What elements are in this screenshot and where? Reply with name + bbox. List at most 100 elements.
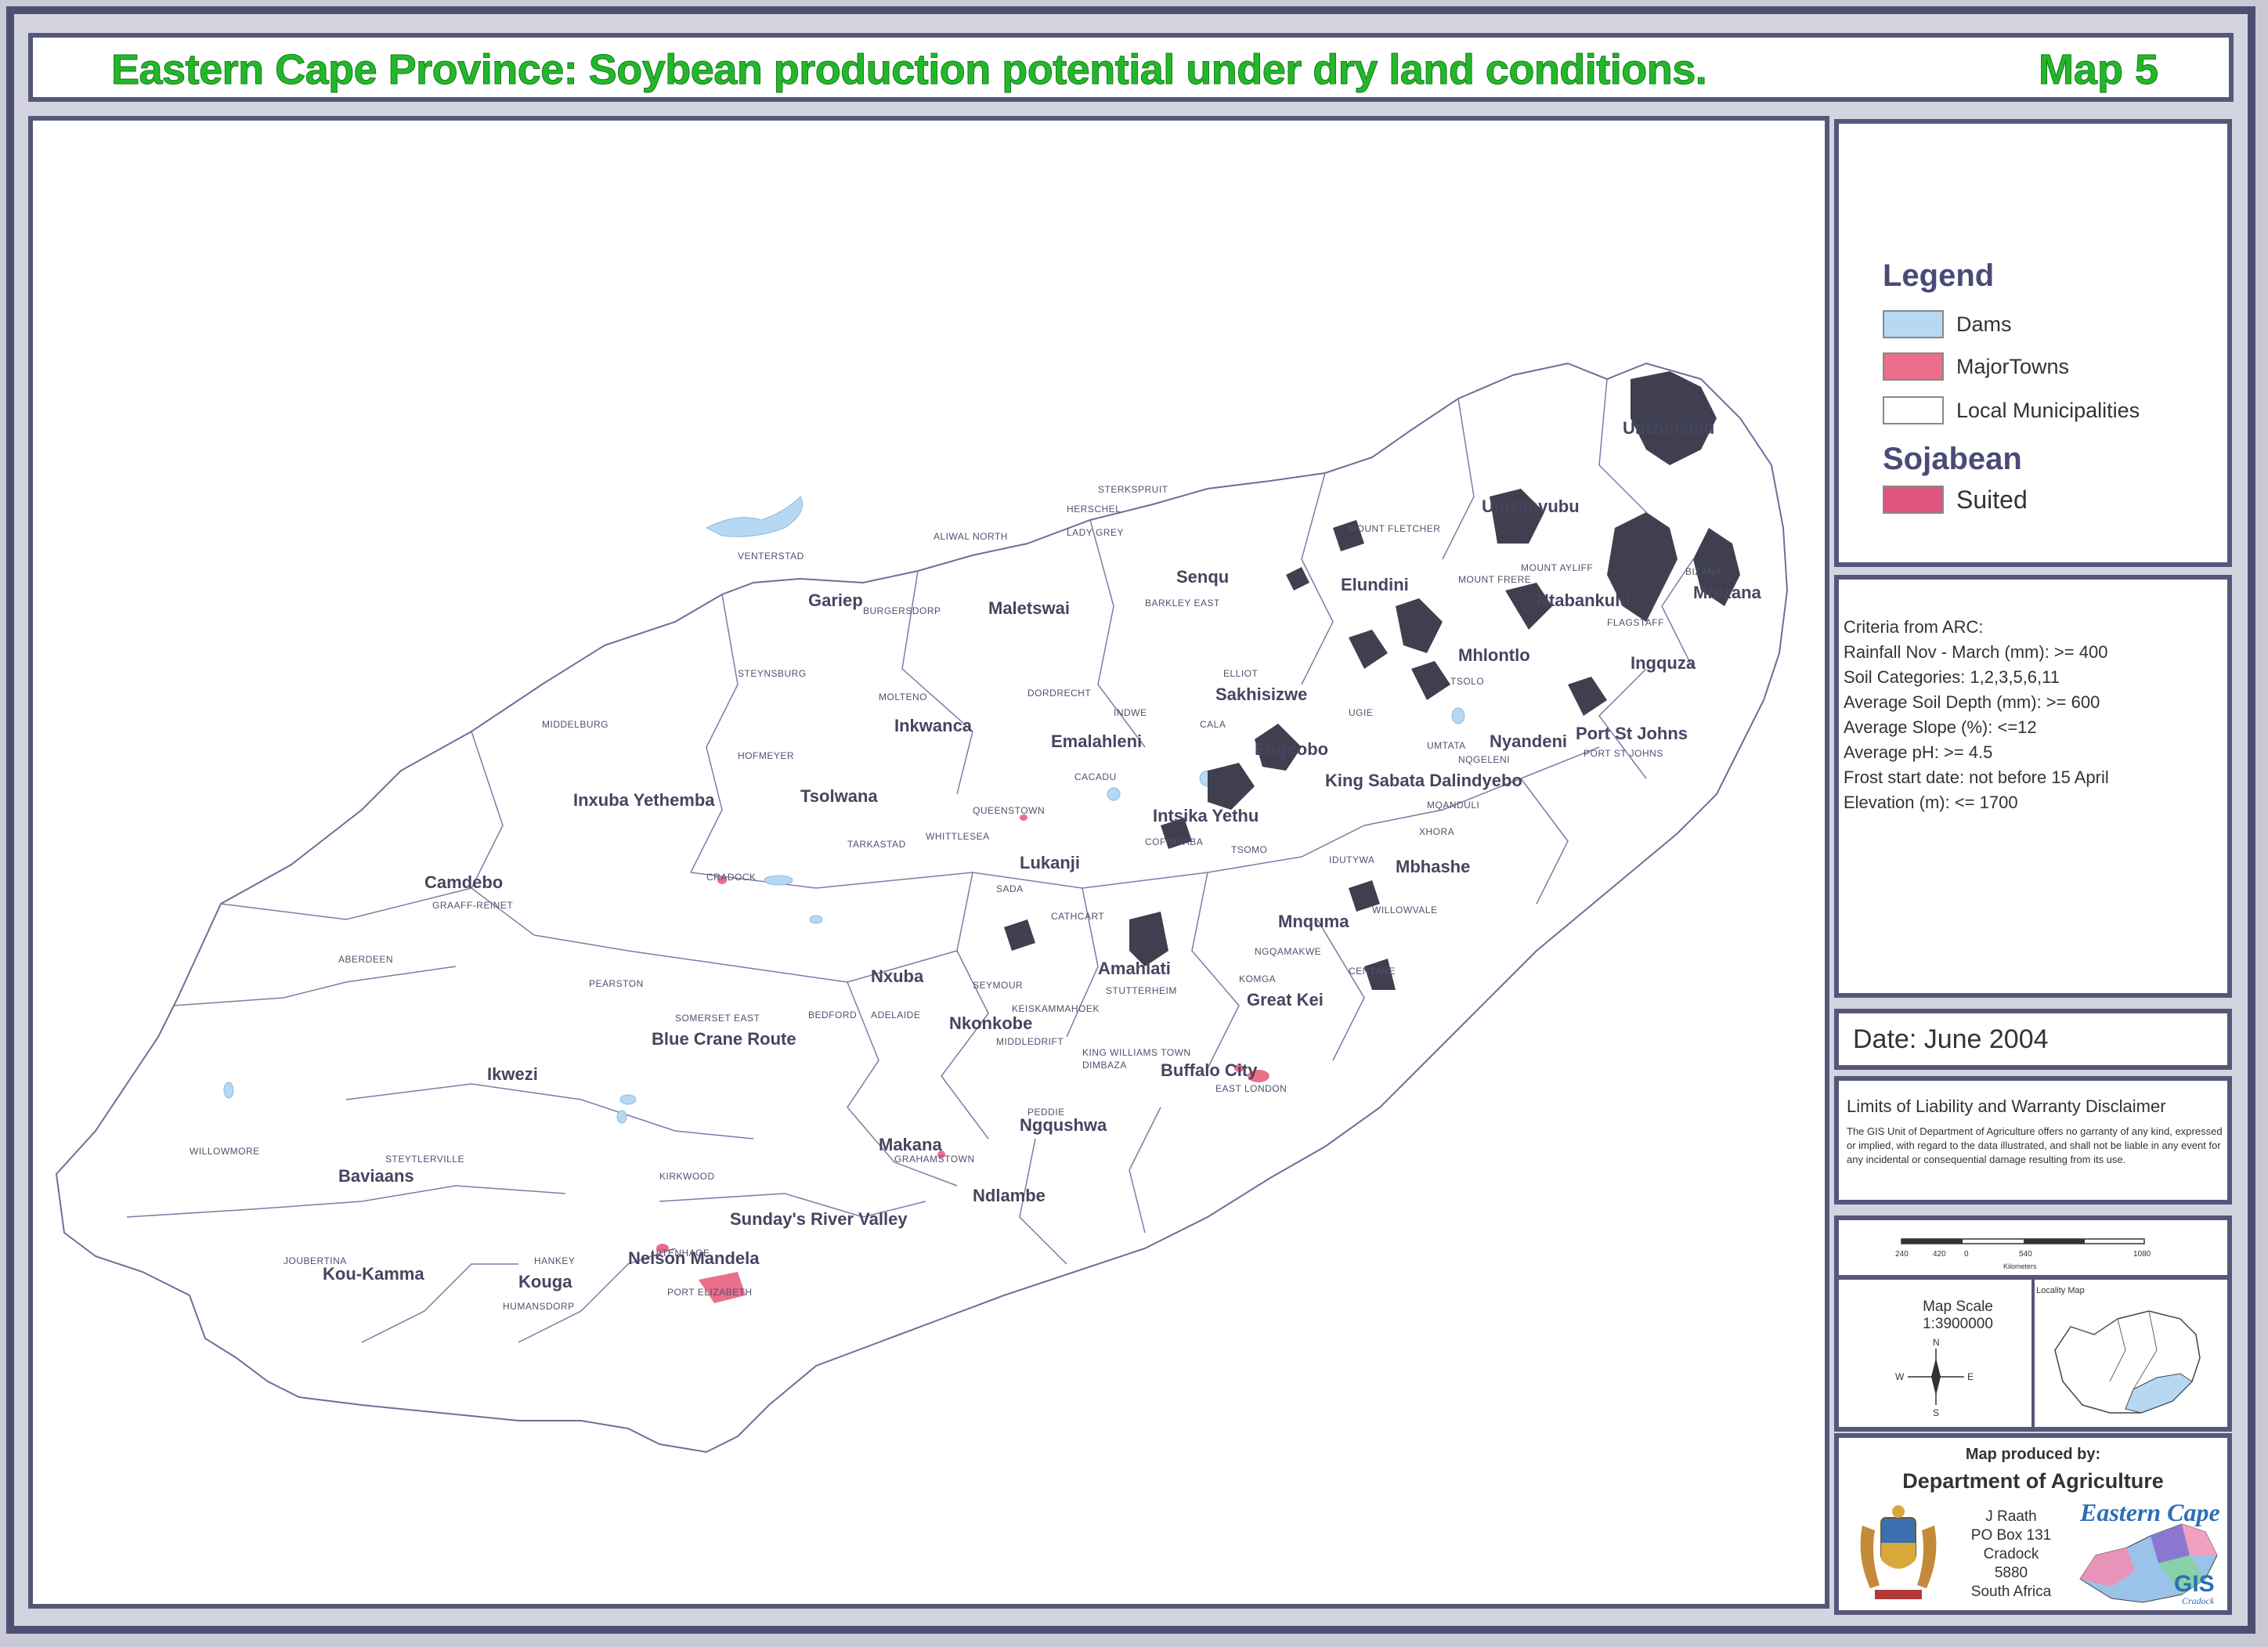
eastern-cape-gis-logo: Eastern Cape GIS Cradock bbox=[2079, 1498, 2220, 1606]
town-label: CATHCART bbox=[1051, 911, 1104, 922]
town-label: TSOLO bbox=[1450, 676, 1484, 687]
town-labels: VENTERSTAD ALIWAL NORTH STERKSPRUIT HERS… bbox=[190, 484, 1721, 1312]
title-bar: Eastern Cape Province: Soybean productio… bbox=[28, 33, 2234, 102]
muni-label: Blue Crane Route bbox=[652, 1029, 796, 1049]
legend-row-towns: MajorTowns bbox=[1883, 351, 2069, 382]
town-label: CALA bbox=[1200, 719, 1226, 730]
town-label: TSOMO bbox=[1231, 844, 1268, 855]
muni-label: Ngqushwa bbox=[1020, 1115, 1107, 1135]
town-label: WILLOWMORE bbox=[190, 1146, 260, 1157]
criteria-line: Soil Categories: 1,2,3,5,6,11 bbox=[1844, 667, 2060, 687]
scale-label: Map Scale 1:3900000 bbox=[1864, 1298, 2052, 1333]
muni-label: Umzimkulu bbox=[1623, 418, 1714, 438]
locality-label: Locality Map bbox=[2036, 1286, 2085, 1295]
muni-label: Baviaans bbox=[338, 1166, 414, 1186]
town-label: MIDDLEDRIFT bbox=[996, 1036, 1064, 1047]
town-label: MOLTENO bbox=[879, 692, 927, 703]
scale-units: Kilometers bbox=[2003, 1262, 2037, 1270]
compass-rose-icon: N S E W bbox=[1895, 1337, 1974, 1418]
compass-e: E bbox=[1967, 1371, 1974, 1382]
credit-address-line: PO Box 131 bbox=[1970, 1527, 2052, 1544]
muni-label: Lukanji bbox=[1020, 853, 1080, 872]
logo-gis: GIS bbox=[2174, 1571, 2215, 1597]
legend-row-municipalities: Local Municipalities bbox=[1883, 395, 2140, 426]
town-label: TARKASTAD bbox=[847, 839, 906, 850]
suited-swatch bbox=[1883, 486, 1944, 514]
town-label: DORDRECHT bbox=[1027, 688, 1091, 699]
town-label: SOMERSET EAST bbox=[675, 1013, 760, 1024]
town-label: MOUNT AYLIFF bbox=[1521, 562, 1593, 573]
town-label: ELLIOT bbox=[1223, 668, 1259, 679]
town-label: HERSCHEL bbox=[1067, 504, 1121, 515]
muni-label: Sakhisizwe bbox=[1215, 684, 1307, 704]
compass-n: N bbox=[1933, 1337, 1940, 1348]
town-label: CENTANE bbox=[1349, 966, 1396, 977]
criteria-line: Frost start date: not before 15 April bbox=[1844, 768, 2109, 787]
scale-tick: 0 bbox=[1964, 1250, 1969, 1259]
town-label: SADA bbox=[996, 883, 1024, 894]
scale-locality-panel: Map Scale 1:3900000 N S E W Locality Map bbox=[1834, 1275, 2232, 1432]
credit-department: Department of Agriculture bbox=[1902, 1469, 2164, 1493]
muni-label: Inkwanca bbox=[894, 716, 973, 735]
muni-label: Elundini bbox=[1341, 575, 1409, 594]
scale-tick: 240 bbox=[1895, 1250, 1909, 1259]
town-label: STEYTLERVILLE bbox=[385, 1154, 464, 1165]
town-label: UMTATA bbox=[1427, 740, 1466, 751]
legend-panel: Legend Dams MajorTowns Local Municipalit… bbox=[1834, 119, 2232, 567]
town-label: NQGELENI bbox=[1458, 754, 1510, 765]
town-label: MIDDELBURG bbox=[542, 719, 609, 730]
town-label: UITENHAGE bbox=[652, 1248, 710, 1259]
town-label: HUMANSDORP bbox=[503, 1301, 575, 1312]
criteria-line: Average Slope (%): <=12 bbox=[1844, 717, 2037, 737]
town-label: JOUBERTINA bbox=[284, 1255, 347, 1266]
criteria-line: Average Soil Depth (mm): >= 600 bbox=[1844, 692, 2100, 712]
town-label: MQANDULI bbox=[1427, 800, 1479, 811]
town-label: CACADU bbox=[1074, 771, 1117, 782]
municipalities-swatch bbox=[1883, 396, 1944, 424]
town-label: HANKEY bbox=[534, 1255, 575, 1266]
muni-label: Kouga bbox=[518, 1272, 572, 1291]
town-label: KIRKWOOD bbox=[659, 1171, 715, 1182]
muni-label: Sunday's River Valley bbox=[730, 1209, 908, 1229]
town-label: QUEENSTOWN bbox=[973, 805, 1045, 816]
town-label: WHITTLESEA bbox=[926, 831, 990, 842]
town-label: UGIE bbox=[1349, 707, 1373, 718]
muni-label: Nelson Mandela bbox=[628, 1248, 760, 1268]
town-label: SEYMOUR bbox=[973, 980, 1023, 991]
town-label: KING WILLIAMS TOWN bbox=[1082, 1047, 1191, 1058]
muni-label: Ingquza bbox=[1631, 653, 1696, 673]
crop-heading: Sojabean bbox=[1883, 442, 2022, 476]
town-label: XHORA bbox=[1419, 826, 1454, 837]
scale-tick: 420 bbox=[1933, 1250, 1946, 1259]
municipality-labels: Gariep Maletswai Senqu Elundini Umzimvub… bbox=[323, 418, 1762, 1291]
muni-label: Maletswai bbox=[988, 598, 1070, 618]
town-label: COFIMVABA bbox=[1145, 836, 1203, 847]
town-label: GRAHAMSTOWN bbox=[894, 1154, 975, 1165]
dams-swatch bbox=[1883, 310, 1944, 338]
town-label: STEYNSBURG bbox=[738, 668, 807, 679]
date-text: Date: June 2004 bbox=[1853, 1024, 2049, 1054]
town-label: FLAGSTAFF bbox=[1607, 617, 1664, 628]
suited-areas bbox=[1004, 371, 1740, 990]
town-label: WILLOWVALE bbox=[1372, 905, 1437, 916]
legend-row-suited: Suited bbox=[1883, 484, 2028, 515]
legend-row-dams: Dams bbox=[1883, 309, 2012, 340]
scale-bar-panel: 240 420 0 540 1080 Kilometers bbox=[1834, 1215, 2232, 1280]
muni-label: Mhlontlo bbox=[1458, 645, 1530, 665]
town-label: BARKLEY EAST bbox=[1145, 598, 1220, 609]
muni-label: King Sabata Dalindyebo bbox=[1325, 771, 1522, 790]
town-label: MOUNT FLETCHER bbox=[1349, 523, 1440, 534]
town-label: MOUNT FRERE bbox=[1458, 574, 1531, 585]
muni-label: Gariep bbox=[808, 591, 863, 610]
date-panel: Date: June 2004 bbox=[1834, 1009, 2232, 1070]
muni-label: Ikwezi bbox=[487, 1064, 538, 1084]
town-label: STERKSPRUIT bbox=[1098, 484, 1168, 495]
muni-label: Mnquma bbox=[1278, 912, 1349, 931]
muni-label: Tsolwana bbox=[800, 786, 878, 806]
scale-title: Map Scale bbox=[1923, 1298, 1993, 1315]
locality-map bbox=[2054, 1310, 2201, 1414]
muni-label: Kou-Kamma bbox=[323, 1264, 424, 1284]
town-label: VENTERSTAD bbox=[738, 551, 804, 562]
credit-address-line: South Africa bbox=[1970, 1584, 2052, 1600]
town-label: PEDDIE bbox=[1027, 1107, 1065, 1118]
